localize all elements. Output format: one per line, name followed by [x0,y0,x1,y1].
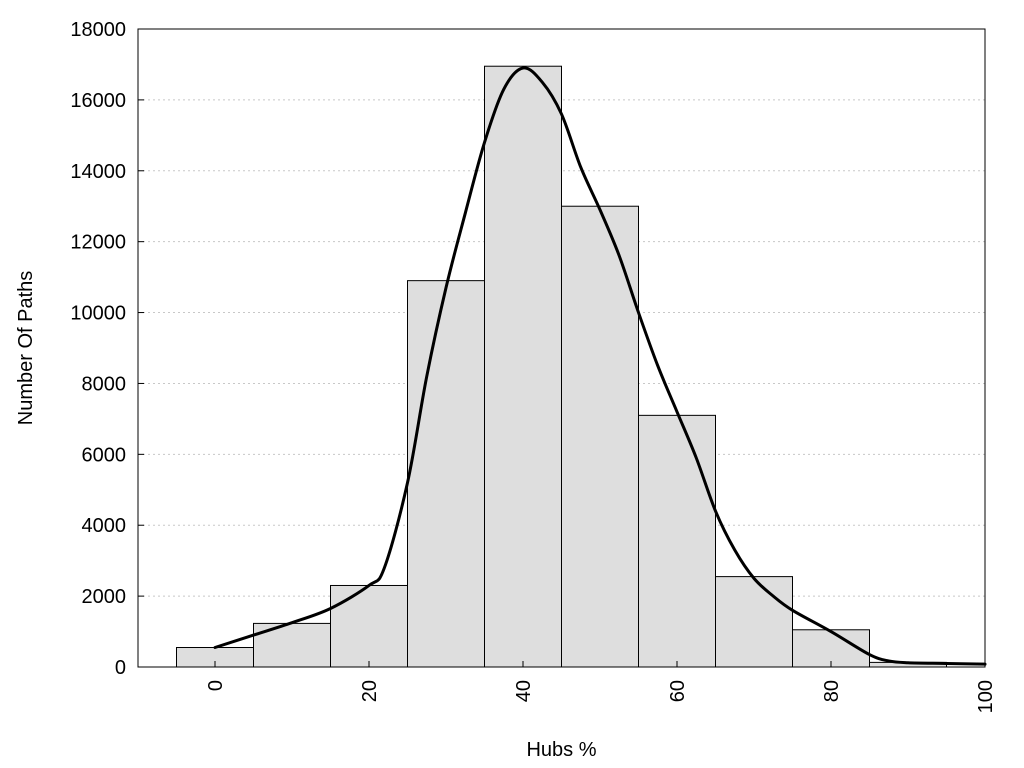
grid-lines [138,99,985,597]
y-tick-label: 16000 [70,90,126,112]
x-axis-ticks: 0 20 40 60 80 100 [205,661,997,713]
histogram-bar [715,576,793,668]
y-axis-title: Number Of Paths [15,271,37,426]
density-curve [213,66,987,666]
x-tick-label: 20 [359,680,381,702]
histogram-bar [330,584,408,668]
y-tick-label: 6000 [82,444,127,466]
x-tick-label: 80 [821,680,843,702]
y-tick-label: 10000 [70,303,126,325]
y-tick-label: 8000 [82,373,127,395]
x-tick-label: 0 [205,680,227,691]
histogram-bar [638,414,716,668]
y-tick-label: 2000 [82,586,127,608]
x-tick-label: 40 [513,680,535,702]
x-tick-label: 100 [975,680,997,713]
x-tick-label: 60 [667,680,689,702]
y-tick-label: 4000 [82,515,127,537]
histogram-bar [484,65,562,668]
y-axis-ticks: 0 2000 4000 6000 8000 10000 12000 14000 16000 180… [70,19,144,679]
histogram-bar [561,205,639,668]
y-tick-label: 12000 [70,232,126,254]
y-tick-label: 18000 [70,19,126,41]
y-tick-label: 14000 [70,161,126,183]
plot-frame [137,28,986,668]
x-axis-title: Hubs % [526,739,596,761]
y-tick-label: 0 [115,657,126,679]
histogram-bars [176,65,947,668]
histogram-bar [407,280,485,668]
